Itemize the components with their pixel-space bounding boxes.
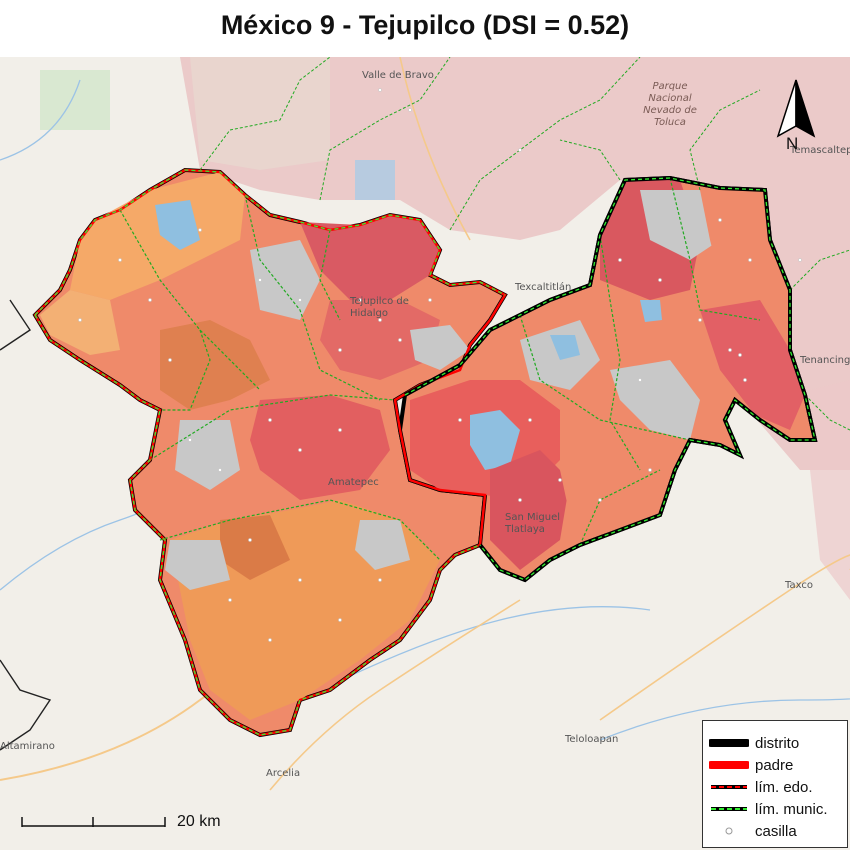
north-arrow-label: N — [786, 134, 799, 153]
label-texcaltitlan: Texcaltitlán — [515, 282, 572, 293]
scale-bar — [21, 817, 166, 827]
label-altamirano: Altamirano — [0, 741, 55, 752]
hollow-circle-icon — [725, 827, 733, 835]
river-southeast — [599, 690, 850, 741]
legend-label-lim-edo: lím. edo. — [755, 779, 813, 796]
scale-label: 20 km — [177, 813, 221, 830]
patch-northwest-orange — [70, 172, 245, 300]
patch-east-lake — [550, 335, 580, 360]
patch-east-orange — [560, 450, 670, 540]
label-taxco: Taxco — [785, 580, 813, 591]
map-legend: distrito padre lím. edo. lím. munic. cas… — [702, 720, 848, 848]
patch-east-lake-2 — [640, 300, 662, 322]
basemap-lake-valle — [355, 160, 395, 200]
black-green-dashed-line-icon — [711, 807, 747, 811]
legend-label-lim-munic: lím. munic. — [755, 801, 828, 818]
patch-lake — [470, 410, 520, 470]
thick-black-line-icon — [709, 739, 749, 747]
district-outline-west-green — [34, 169, 506, 736]
label-amatepec: Amatepec — [328, 477, 379, 488]
patch-south-dark — [220, 515, 290, 580]
road-east — [599, 554, 850, 721]
municipal-limits — [119, 177, 761, 561]
patch-east-grey-2 — [640, 190, 720, 260]
state-line-southwest — [0, 659, 52, 751]
legend-item-casilla: casilla — [703, 821, 849, 841]
thick-red-line-icon — [709, 761, 749, 769]
casilla-points — [78, 88, 802, 642]
legend-label-distrito: distrito — [755, 735, 800, 752]
patch-amatepec — [250, 395, 390, 500]
patch-grey-2 — [410, 325, 470, 370]
patch-center-west-dark — [160, 320, 270, 410]
black-red-dashed-line-icon — [711, 785, 747, 789]
basemap-east-edge — [810, 380, 850, 600]
north-arrow-icon — [776, 79, 816, 138]
map-title: México 9 - Tejupilco (DSI = 0.52) — [220, 10, 630, 40]
label-tejupilco: Tejupilco de Hidalgo — [350, 296, 409, 319]
basemap-north-region — [180, 57, 850, 470]
patch-south-grey — [165, 540, 230, 590]
patch-west-lake — [155, 200, 200, 250]
patch-tejupilco — [320, 300, 440, 380]
label-tenancingo: Tenancingo — [800, 355, 850, 366]
legend-label-padre: padre — [755, 757, 794, 774]
river-west — [0, 79, 81, 161]
basemap-north-light — [190, 57, 330, 170]
road-south — [269, 599, 521, 791]
river-south — [299, 606, 651, 701]
label-arcelia: Arcelia — [266, 768, 301, 779]
map-svg — [0, 57, 850, 791]
patch-west-orange — [40, 290, 120, 355]
patch-tlatlaya — [490, 450, 570, 570]
legend-item-lim-munic: lím. munic. — [703, 799, 849, 819]
label-valle-de-bravo: Valle de Bravo — [362, 70, 434, 81]
label-teloloapan: Teloloapan — [565, 734, 619, 745]
patch-north-dark — [300, 215, 440, 300]
outside-municipal-limits — [199, 57, 850, 431]
road-north — [399, 57, 471, 241]
label-temascaltepec: Temascaltepec — [790, 145, 850, 156]
patch-grey-3 — [175, 420, 240, 490]
patch-center-grey — [250, 240, 320, 320]
label-parque-nacional: Parque Nacional Nevado de Toluca — [643, 81, 697, 128]
patch-south-grey-2 — [355, 520, 410, 570]
patch-east-grey-3 — [610, 360, 700, 440]
legend-label-casilla: casilla — [755, 823, 797, 840]
legend-item-distrito: distrito — [703, 733, 849, 753]
map-canvas[interactable]: Valle de Bravo Parque Nacional Nevado de… — [0, 57, 850, 850]
district-outline-east-green — [404, 177, 816, 581]
legend-item-lim-edo: lím. edo. — [703, 777, 849, 797]
state-line-west — [0, 299, 31, 351]
basemap-park-green — [40, 70, 110, 130]
label-tlatlaya: San Miguel Tlatlaya — [505, 512, 561, 535]
patch-east-dark — [700, 300, 805, 430]
legend-item-padre: padre — [703, 755, 849, 775]
